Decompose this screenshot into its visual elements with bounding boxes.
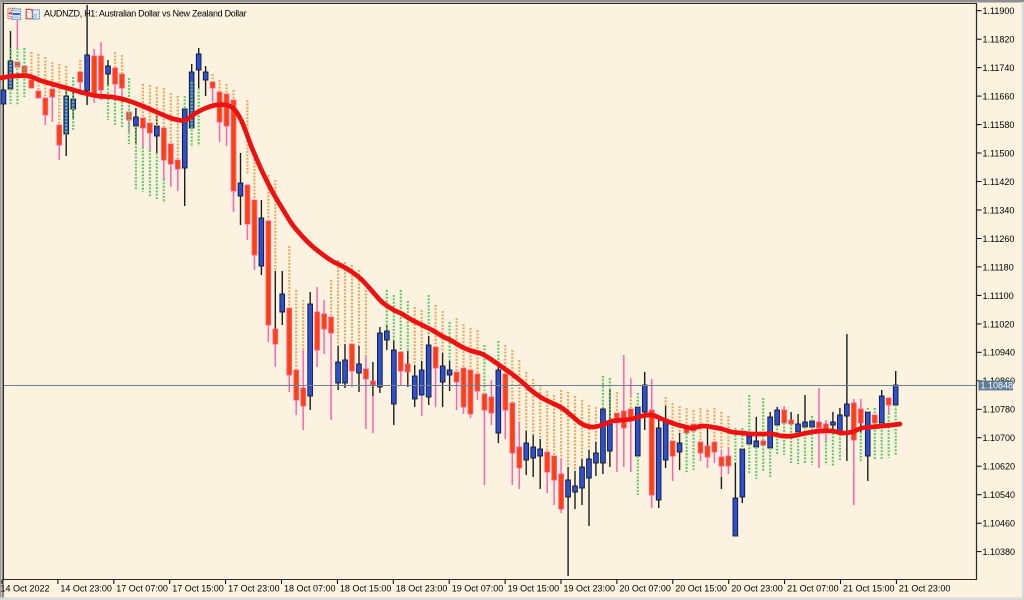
- svg-text:19 Oct 23:00: 19 Oct 23:00: [564, 584, 616, 594]
- svg-text:21 Oct 23:00: 21 Oct 23:00: [899, 584, 951, 594]
- svg-text:19 Oct 15:00: 19 Oct 15:00: [508, 584, 560, 594]
- svg-text:1.11580: 1.11580: [983, 120, 1015, 130]
- svg-text:1.11740: 1.11740: [983, 63, 1015, 73]
- svg-text:1.11500: 1.11500: [983, 148, 1015, 158]
- svg-text:18 Oct 07:00: 18 Oct 07:00: [284, 584, 336, 594]
- svg-text:1.11020: 1.11020: [983, 319, 1015, 329]
- svg-text:1.10780: 1.10780: [983, 405, 1016, 415]
- svg-text:1.10700: 1.10700: [983, 433, 1016, 443]
- svg-text:21 Oct 07:00: 21 Oct 07:00: [787, 584, 839, 594]
- svg-text:1.11100: 1.11100: [983, 291, 1014, 301]
- svg-text:1.10540: 1.10540: [983, 490, 1016, 500]
- svg-text:1.10940: 1.10940: [983, 348, 1016, 358]
- svg-text:21 Oct 15:00: 21 Oct 15:00: [843, 584, 895, 594]
- svg-text:1.10380: 1.10380: [983, 547, 1016, 557]
- svg-text:20 Oct 23:00: 20 Oct 23:00: [731, 584, 783, 594]
- svg-text:1.10620: 1.10620: [983, 462, 1016, 472]
- svg-text:18 Oct 15:00: 18 Oct 15:00: [340, 584, 392, 594]
- svg-text:1.11260: 1.11260: [983, 234, 1015, 244]
- svg-text:1.11660: 1.11660: [983, 92, 1015, 102]
- svg-text:1.11180: 1.11180: [983, 262, 1014, 272]
- svg-text:20 Oct 15:00: 20 Oct 15:00: [675, 584, 727, 594]
- svg-text:17 Oct 23:00: 17 Oct 23:00: [228, 584, 280, 594]
- svg-text:1.11420: 1.11420: [983, 177, 1015, 187]
- svg-text:20 Oct 07:00: 20 Oct 07:00: [619, 584, 671, 594]
- svg-text:1.10848: 1.10848: [981, 380, 1014, 390]
- svg-text:1.10460: 1.10460: [983, 519, 1016, 529]
- svg-text:17 Oct 15:00: 17 Oct 15:00: [172, 584, 224, 594]
- svg-text:1.11340: 1.11340: [983, 205, 1015, 215]
- svg-text:19 Oct 07:00: 19 Oct 07:00: [452, 584, 504, 594]
- svg-text:1.11820: 1.11820: [983, 35, 1015, 45]
- svg-text:17 Oct 07:00: 17 Oct 07:00: [116, 584, 168, 594]
- svg-text:14 Oct 2022: 14 Oct 2022: [1, 584, 50, 594]
- svg-text:14 Oct 23:00: 14 Oct 23:00: [60, 584, 112, 594]
- svg-text:18 Oct 23:00: 18 Oct 23:00: [396, 584, 448, 594]
- svg-text:AUDNZD, H1: Australian Dollar: AUDNZD, H1: Australian Dollar vs New Zea…: [44, 9, 247, 19]
- svg-text:1.11900: 1.11900: [983, 6, 1015, 16]
